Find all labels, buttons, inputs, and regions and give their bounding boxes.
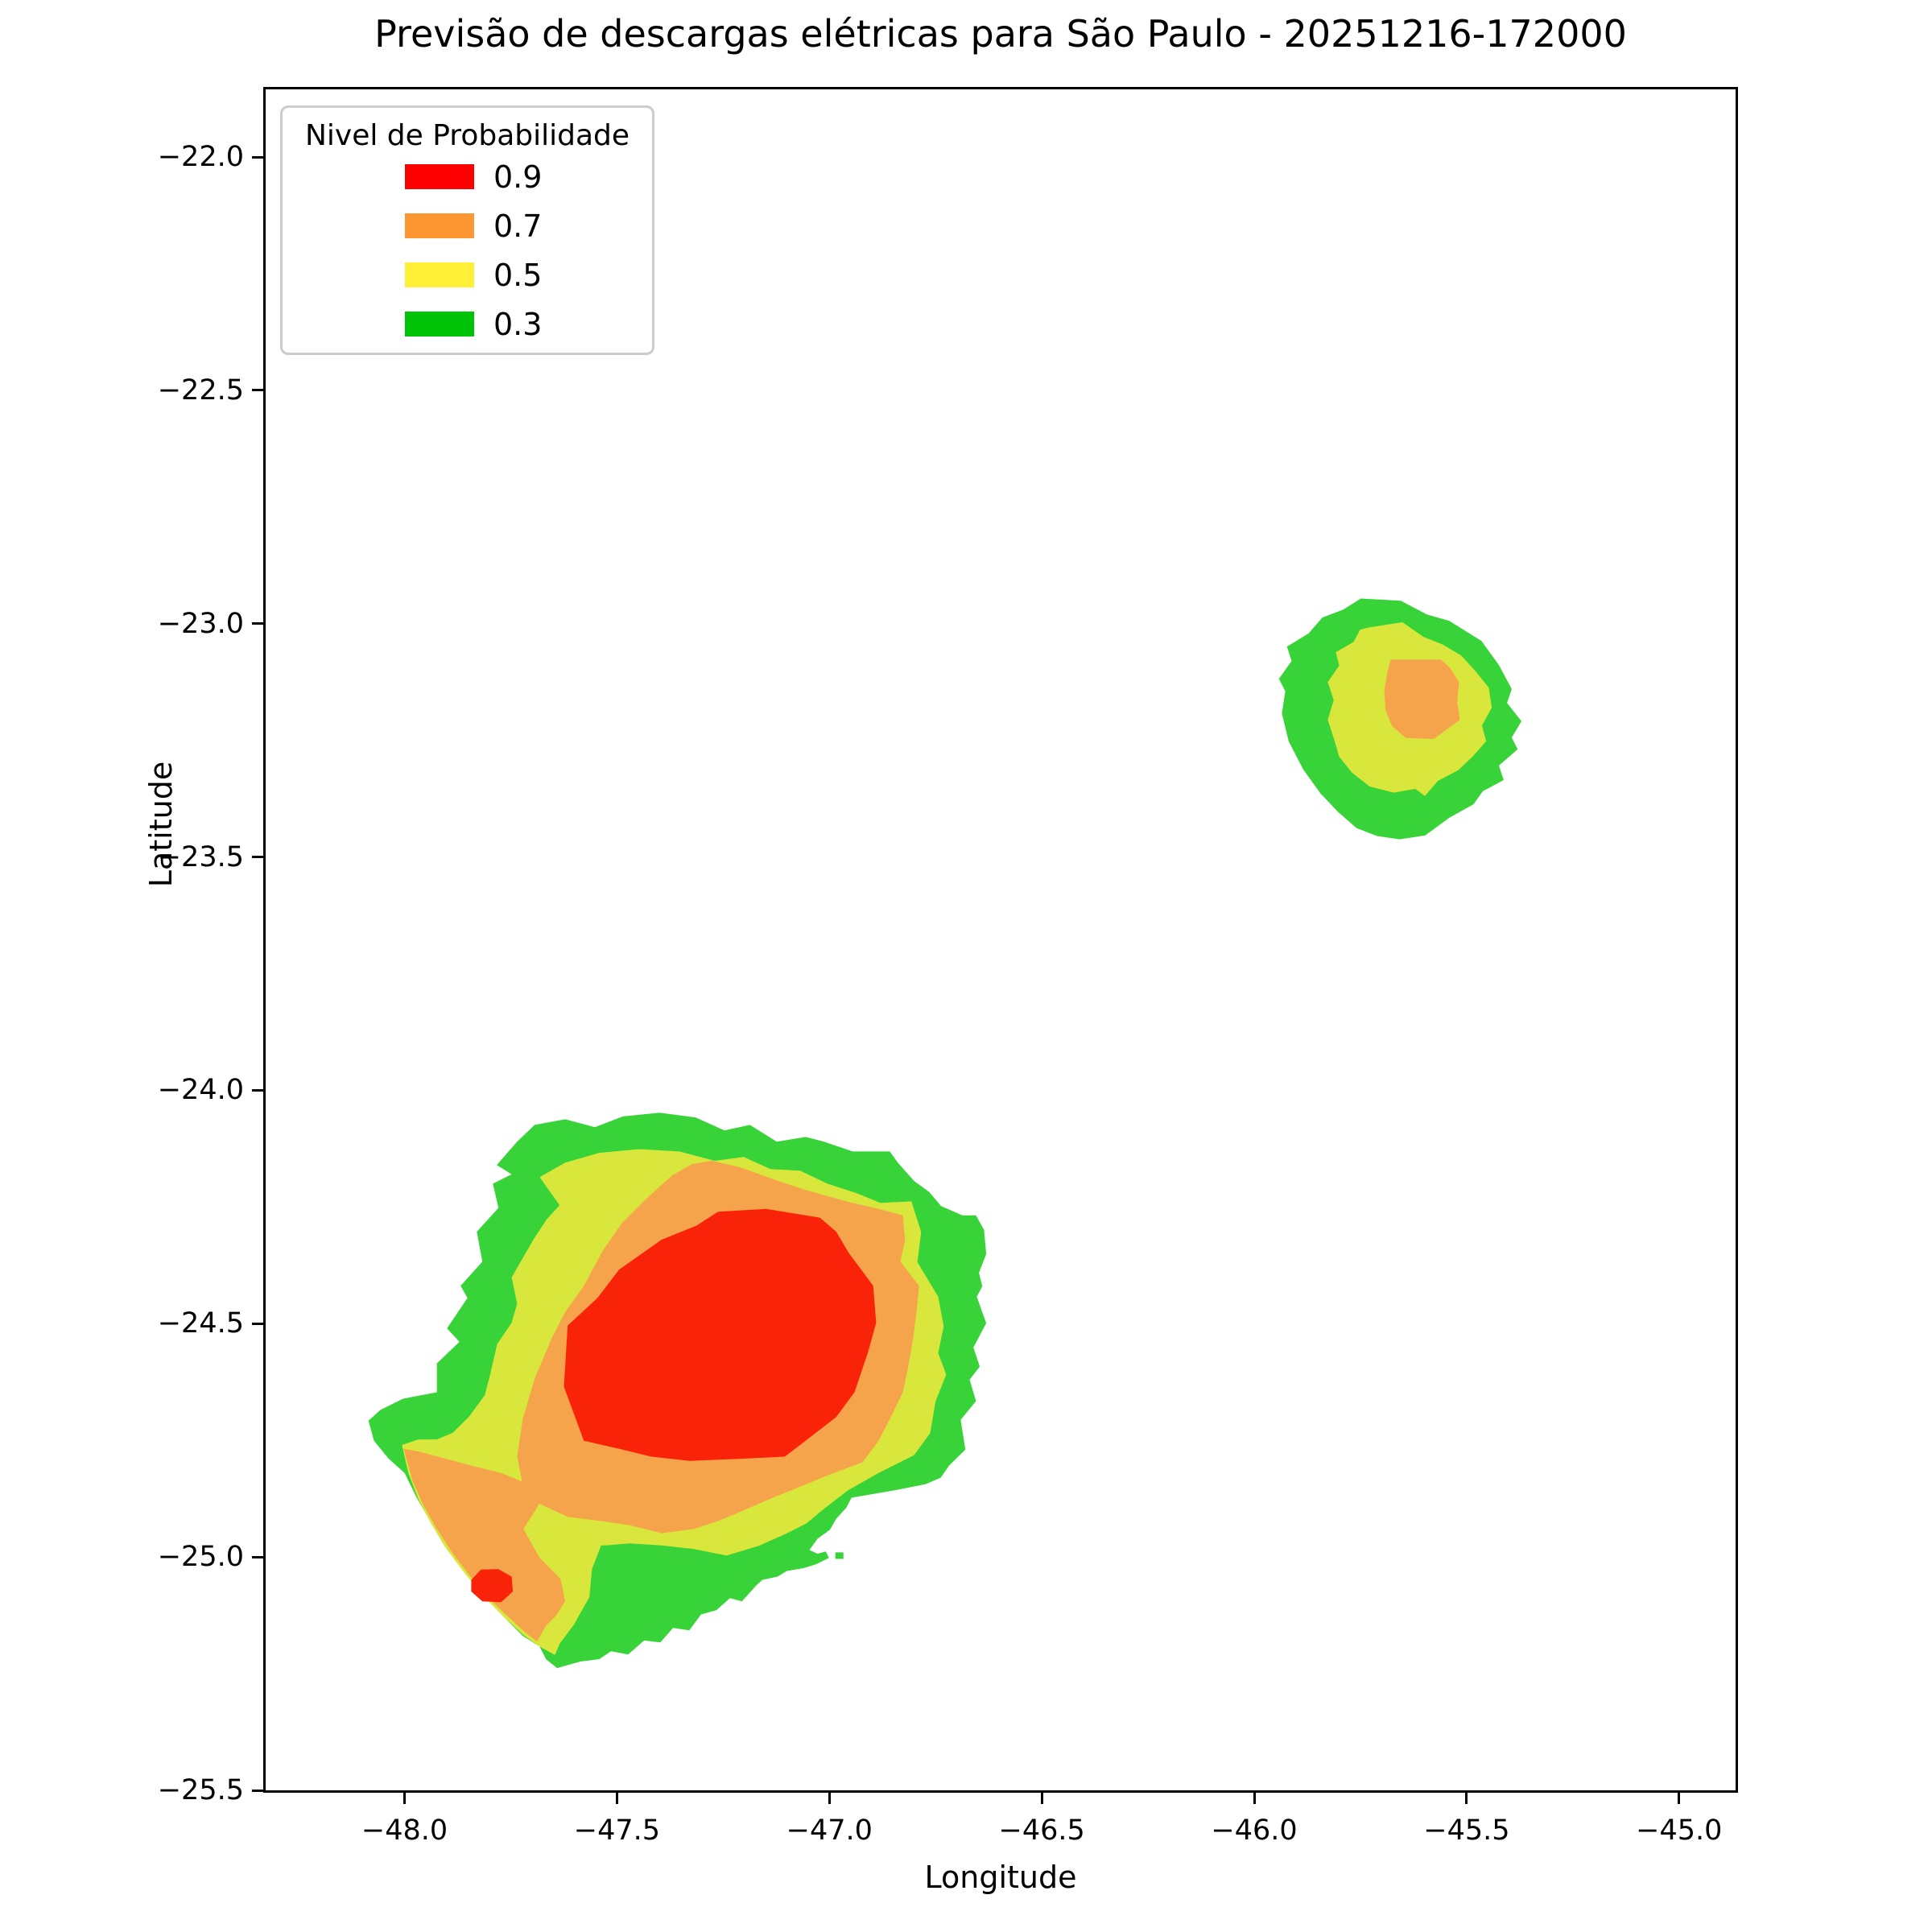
legend-swatch-icon: [405, 164, 474, 189]
legend-swatch-icon: [405, 312, 474, 336]
y-tick-mark: [252, 1322, 263, 1325]
x-tick-label: −46.5: [998, 1814, 1085, 1847]
x-tick-mark: [828, 1793, 831, 1804]
plot-area: Nivel de Probabilidade 0.9 0.7 0.5 0.3: [263, 87, 1738, 1793]
x-tick-mark: [615, 1793, 618, 1804]
y-tick-mark: [252, 856, 263, 859]
legend-entry: 0.3: [405, 309, 652, 340]
y-axis-label: Latitude: [143, 761, 179, 888]
x-tick-mark: [403, 1793, 407, 1804]
legend-swatch-icon: [405, 262, 474, 287]
y-tick-label: −22.5: [157, 374, 244, 407]
y-tick-label: −25.0: [157, 1541, 244, 1574]
y-tick-mark: [252, 622, 263, 625]
contour-map: [368, 598, 1521, 1669]
y-tick-mark: [252, 389, 263, 392]
y-tick-label: −22.0: [157, 141, 244, 174]
contour-region-tail-red-spot-p09: [471, 1569, 514, 1603]
x-tick-label: −45.5: [1423, 1814, 1510, 1847]
legend-entry: 0.5: [405, 260, 652, 291]
y-tick-label: −24.5: [157, 1307, 244, 1340]
x-tick-mark: [1040, 1793, 1043, 1804]
contour-region-main-storm-tail-band-p07: [403, 1448, 566, 1642]
y-tick-label: −24.0: [157, 1074, 244, 1107]
contour-region-main-storm-p09: [564, 1208, 877, 1461]
x-tick-mark: [1678, 1793, 1681, 1804]
legend-entry: 0.9: [405, 159, 652, 195]
x-tick-label: −48.0: [361, 1814, 448, 1847]
contour-region-main-storm-tail-tip-p03: [539, 1625, 584, 1669]
legend-entry: 0.7: [405, 211, 652, 242]
y-tick-label: −25.5: [157, 1774, 244, 1806]
x-tick-label: −47.5: [573, 1814, 661, 1847]
x-tick-mark: [1465, 1793, 1468, 1804]
contour-region-secondary-storm-p07: [1384, 659, 1460, 739]
y-tick-mark: [252, 1088, 263, 1092]
legend-label: 0.5: [493, 257, 543, 293]
x-axis-label: Longitude: [924, 1860, 1077, 1895]
y-tick-mark: [252, 1555, 263, 1558]
legend-title: Nivel de Probabilidade: [304, 119, 630, 152]
legend-label: 0.7: [493, 208, 543, 244]
y-tick-mark: [252, 155, 263, 159]
legend: Nivel de Probabilidade 0.9 0.7 0.5 0.3: [280, 105, 654, 355]
y-tick-mark: [252, 1789, 263, 1792]
x-tick-mark: [1253, 1793, 1256, 1804]
x-tick-label: −47.0: [786, 1814, 873, 1847]
x-tick-label: −45.0: [1636, 1814, 1723, 1847]
contour-region-main-storm-detached-dash-p03: [835, 1552, 844, 1559]
legend-entries: 0.9 0.7 0.5 0.3: [283, 159, 652, 340]
chart-title: Previsão de descargas elétricas para São…: [374, 12, 1627, 56]
legend-swatch-icon: [405, 213, 474, 238]
legend-label: 0.3: [493, 306, 543, 342]
legend-label: 0.9: [493, 159, 543, 195]
x-tick-label: −46.0: [1211, 1814, 1298, 1847]
y-tick-label: −23.5: [157, 840, 244, 873]
y-tick-label: −23.0: [157, 607, 244, 640]
